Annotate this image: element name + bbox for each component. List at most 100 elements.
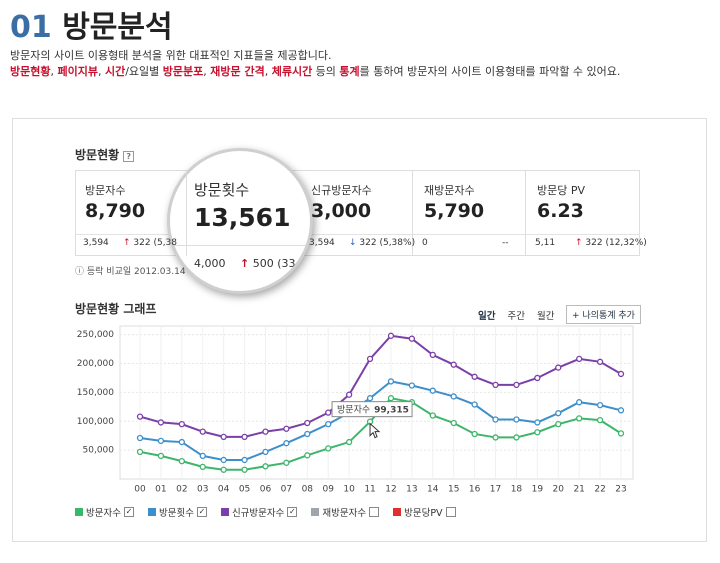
- legend-swatch: [75, 508, 83, 516]
- data-point: [262, 428, 269, 435]
- x-tick-label: 05: [239, 485, 250, 495]
- tab[interactable]: 일간: [478, 311, 496, 322]
- legend-checkbox[interactable]: [445, 507, 456, 517]
- cursor: [369, 422, 381, 439]
- legend-item[interactable]: 재방문자수: [311, 505, 380, 519]
- data-point: [283, 459, 290, 466]
- cards-box: [75, 170, 640, 256]
- legend-item[interactable]: 방문횟수 ✓: [147, 505, 207, 519]
- detail-segment: 시간: [104, 65, 126, 78]
- mag-value: 13,561: [194, 203, 291, 232]
- title-text: 방문분석: [62, 10, 173, 45]
- card-value: 6.23: [537, 200, 584, 222]
- card-base: 3,594: [309, 238, 335, 248]
- y-tick-label: 150,000: [77, 388, 114, 398]
- data-point: [325, 445, 332, 452]
- data-point: [513, 434, 520, 441]
- stat-card: 방문자수 8,790 3,594 ↑ 322 (5,38: [75, 170, 187, 256]
- tooltip-box: [331, 401, 413, 418]
- data-point: [345, 438, 353, 446]
- x-tick-label: 16: [469, 485, 481, 495]
- x-tick-label: 21: [573, 485, 584, 495]
- detail-segment: /요일별: [125, 65, 163, 78]
- card-base: 3,594: [83, 238, 109, 248]
- data-point: [366, 395, 374, 402]
- detail-segment: 체류시간: [271, 65, 313, 78]
- x-tick-label: 08: [302, 485, 314, 495]
- x-tick-label: 09: [322, 485, 334, 495]
- data-point: [220, 433, 227, 441]
- legend-checkbox[interactable]: [369, 507, 380, 517]
- data-point: [429, 387, 436, 394]
- x-tick-label: 18: [511, 485, 523, 495]
- card-change-text: 322 (5,38%): [359, 238, 416, 248]
- data-point: [199, 463, 206, 471]
- detail-segment: ,: [97, 65, 105, 78]
- data-point: [576, 355, 583, 363]
- y-tick-label: 200,000: [77, 359, 114, 369]
- x-tick-label: 19: [532, 485, 544, 495]
- card-value: 3,000: [311, 200, 372, 222]
- detail-segment: 를 통하여 방문자의 사이트 이용형태를 파악할 수 있어요.: [359, 65, 621, 78]
- data-point: [596, 401, 604, 409]
- data-point: [241, 456, 248, 464]
- detail-segment: 등의: [312, 65, 340, 78]
- legend-swatch: [393, 508, 402, 516]
- data-point: [534, 419, 541, 426]
- x-tick-label: 22: [594, 485, 605, 495]
- legend-swatch: [311, 508, 320, 516]
- card-change: ↓ 322 (5,38%): [349, 238, 415, 248]
- x-tick-label: 01: [155, 485, 166, 495]
- data-point: [157, 437, 165, 445]
- detail-segment: 통계: [339, 65, 360, 78]
- card-change: ↑ 322 (5,38: [123, 238, 177, 248]
- help-icon[interactable]: ?: [123, 151, 134, 162]
- card-base: 0: [422, 238, 428, 248]
- tabs: 일간 주간 월간: [478, 308, 554, 322]
- data-point: [513, 381, 520, 389]
- tooltip-name: 방문자수: [337, 404, 370, 415]
- description: 방문자의 사이트 이용형태 분석을 위한 대표적인 지표들을 제공합니다.: [10, 49, 332, 62]
- y-tick-label: 100,000: [77, 417, 114, 427]
- mag-change-text: 500 (33,3: [252, 257, 306, 270]
- x-tick-label: 20: [553, 485, 565, 495]
- add-button[interactable]: + 나의통계 추가: [566, 305, 641, 324]
- data-point: [304, 452, 311, 459]
- legend-label: 신규방문자수: [231, 508, 285, 519]
- x-tick-label: 17: [490, 485, 501, 495]
- legend-label: 재방문자수: [322, 508, 367, 519]
- compare-note: ⓘ 등락 비교일 2012.03.14: [75, 267, 186, 277]
- data-point: [534, 429, 541, 436]
- legend-label: 방문당PV: [404, 508, 443, 519]
- legend-item[interactable]: 방문자수 ✓: [75, 505, 134, 519]
- summary-title: 방문현황 ?: [75, 146, 134, 163]
- mag-divider: [170, 245, 310, 246]
- data-point: [492, 434, 499, 441]
- stat-card: 신규방문자수 3,000 3,594 ↓ 322 (5,38%): [301, 170, 415, 256]
- legend-checkbox[interactable]: ✓: [196, 507, 207, 517]
- x-tick-label: 10: [343, 485, 355, 495]
- data-point: [283, 440, 290, 447]
- detail: 방문현황, 페이지뷰, 시간/요일별 방문분포, 재방문 간격, 체류시간 등의…: [10, 64, 710, 80]
- legend-checkbox[interactable]: ✓: [287, 507, 298, 517]
- data-point: [178, 421, 185, 428]
- data-point: [387, 378, 395, 385]
- data-point: [471, 401, 478, 408]
- data-point: [199, 428, 206, 435]
- tab[interactable]: 주간: [507, 311, 525, 322]
- legend-item[interactable]: 방문당PV: [393, 505, 456, 519]
- tab[interactable]: 월간: [536, 311, 555, 322]
- data-point: [429, 351, 436, 359]
- legend-checkbox[interactable]: ✓: [123, 507, 134, 517]
- data-point: [345, 391, 353, 398]
- card-label: 재방문자수: [424, 184, 475, 197]
- data-point: [136, 434, 144, 442]
- card-change: --: [462, 238, 509, 248]
- data-point: [262, 448, 269, 456]
- legend-item[interactable]: 신규방문자수 ✓: [220, 505, 298, 519]
- card-label: 방문자수: [85, 184, 126, 197]
- summary-title-text: 방문현황: [75, 148, 120, 162]
- data-point: [429, 412, 436, 419]
- legend-swatch: [220, 508, 229, 516]
